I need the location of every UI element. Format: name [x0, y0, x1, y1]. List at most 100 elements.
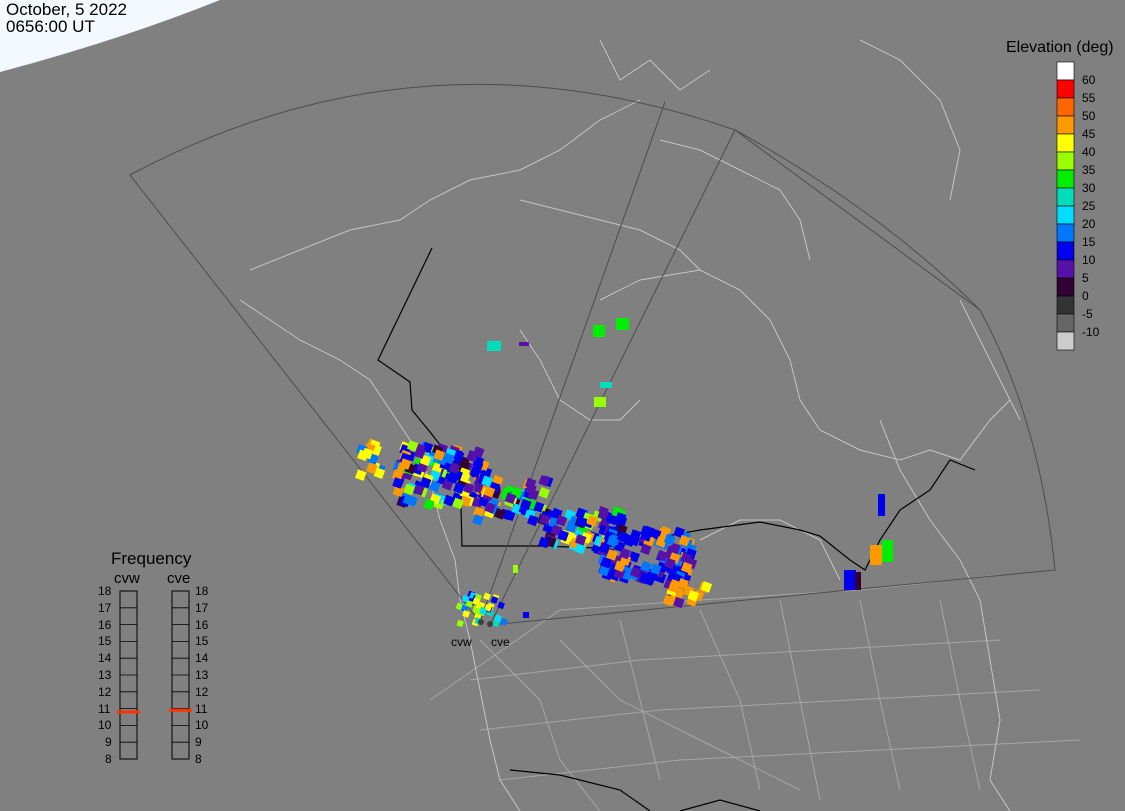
site-label-cve: cve: [491, 635, 510, 649]
frequency-tick-label: 15: [195, 634, 209, 649]
echo-cell: [525, 483, 537, 495]
echo-cell: [472, 597, 481, 606]
echo-cell: [406, 495, 418, 507]
frequency-tick-label: 14: [195, 651, 209, 666]
echo-cell: [513, 565, 518, 573]
echo-cell: [586, 515, 599, 527]
echo-cell: [429, 480, 441, 493]
echo-cell: [666, 571, 679, 583]
echo-cell: [399, 458, 412, 470]
elevation-colorbar: [1056, 61, 1075, 351]
echo-cell: [414, 447, 426, 459]
frequency-tick-label: 9: [195, 735, 202, 750]
echo-cell: [538, 475, 550, 487]
echo-cell: [655, 536, 667, 548]
echo-cell: [616, 318, 629, 330]
frequency-tick-label: 15: [98, 634, 112, 649]
echo-cell: [419, 476, 432, 489]
frequency-tick-label: 13: [195, 668, 209, 682]
graticule: [429, 574, 1081, 811]
colorbar-tick-label: 15: [1082, 235, 1096, 249]
echo-cell: [619, 547, 631, 560]
time-label: 0656:00 UT: [6, 17, 95, 36]
colorbar-swatch: [1056, 331, 1075, 351]
echo-cell: [538, 536, 550, 549]
echo-cell: [483, 485, 496, 498]
frequency-tick-label: 11: [98, 701, 111, 716]
echo-cell: [855, 572, 861, 590]
echo-cells: [355, 318, 893, 628]
echo-cell: [453, 482, 465, 494]
frequency-radar-cve: cve: [167, 570, 191, 587]
colorbar-swatch: [1056, 313, 1075, 333]
frequency-tick-label: 18: [98, 584, 112, 598]
echo-cell: [484, 502, 496, 514]
echo-cell: [520, 498, 532, 511]
echo-cell: [448, 462, 461, 474]
colorbar-swatch: [1056, 151, 1075, 171]
colorbar-swatch: [1056, 295, 1075, 315]
colorbar-tick-label: 50: [1082, 109, 1096, 123]
echo-cell: [882, 540, 893, 562]
colorbar-swatch: [1056, 259, 1075, 279]
colorbar-swatch: [1056, 115, 1075, 135]
echo-cell: [667, 581, 680, 594]
echo-cell: [391, 469, 404, 481]
echo-cell: [597, 508, 609, 521]
echo-cell: [548, 516, 560, 529]
colorbar-tick-label: 60: [1082, 73, 1096, 87]
colorbar-tick-label: 20: [1082, 217, 1096, 231]
echo-cell: [656, 550, 669, 562]
echo-cell: [456, 619, 465, 628]
echo-cell: [664, 557, 676, 570]
colorbar-tick-label: 5: [1082, 271, 1089, 285]
echo-cell: [575, 534, 587, 546]
echo-cell: [519, 342, 529, 346]
echo-cell: [473, 607, 481, 615]
echo-cell: [575, 516, 588, 528]
echo-cell: [878, 494, 885, 516]
echo-cell: [460, 604, 469, 613]
echo-cell: [500, 618, 508, 626]
frequency-title: Frequency: [111, 549, 192, 568]
colorbar-tick-label: 45: [1082, 127, 1096, 141]
echo-cell: [669, 542, 681, 555]
echo-cell: [532, 501, 545, 513]
echo-cell: [687, 590, 699, 602]
echo-cell: [494, 614, 502, 622]
colorbar-swatch: [1056, 169, 1075, 189]
echo-cell: [598, 542, 611, 554]
colorbar-tick-label: 30: [1082, 181, 1096, 195]
echo-cell: [463, 482, 475, 495]
echo-cell: [406, 440, 419, 452]
echo-cell: [600, 556, 612, 569]
echo-cell: [639, 572, 651, 584]
colorbar-swatch: [1056, 223, 1075, 243]
echo-cell: [680, 552, 692, 564]
frequency-tick-label: 12: [195, 684, 209, 699]
echo-cell: [472, 514, 484, 526]
echo-cell: [433, 449, 446, 461]
colorbar-swatch: [1056, 61, 1075, 81]
echo-cell: [608, 534, 621, 546]
echo-cell: [355, 469, 367, 481]
echo-cell: [504, 492, 517, 505]
echo-cell: [557, 529, 569, 542]
date-label: October, 5 2022: [6, 0, 127, 19]
echo-cell: [462, 610, 471, 618]
frequency-gauges: [117, 590, 192, 760]
echo-cell: [673, 596, 685, 609]
frequency-marker: [169, 708, 192, 712]
site-marker-cvw: [478, 619, 484, 625]
echo-cell: [870, 545, 882, 565]
echo-cell: [490, 596, 499, 604]
echo-cell: [452, 497, 464, 510]
echo-cell: [373, 467, 386, 479]
colorbar-tick-label: 35: [1082, 163, 1096, 177]
colorbar-swatch: [1056, 241, 1075, 261]
echo-cell: [403, 483, 415, 496]
echo-cell: [481, 475, 493, 488]
frequency-tick-label: 17: [98, 600, 112, 615]
echo-cell: [593, 325, 605, 337]
